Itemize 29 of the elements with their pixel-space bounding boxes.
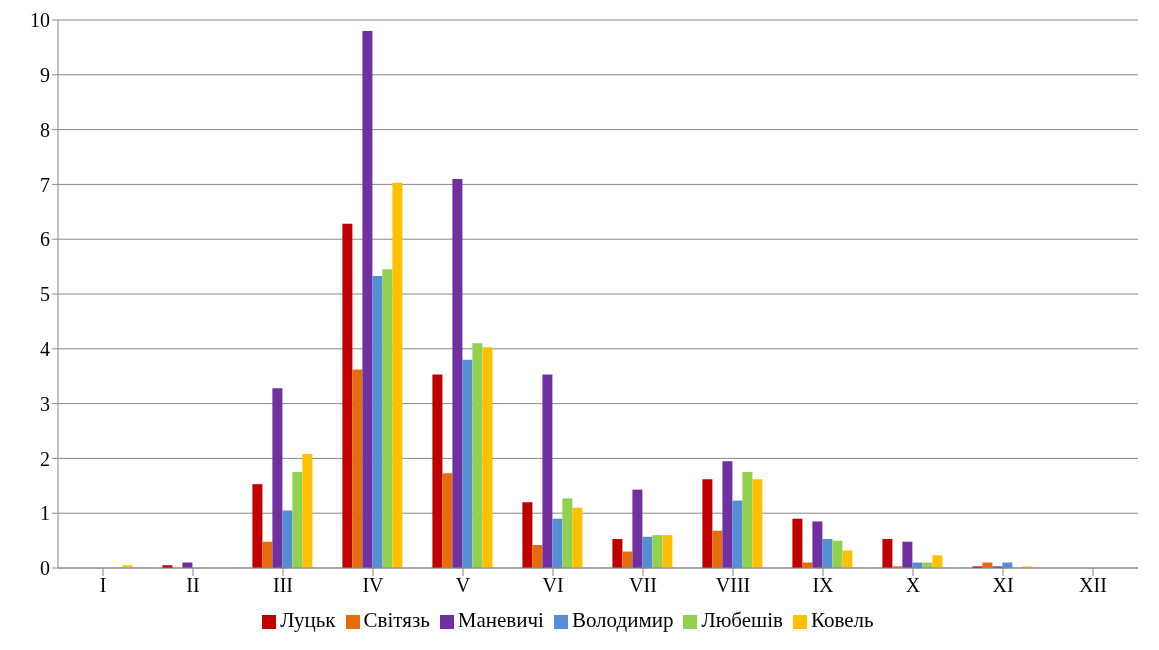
x-tick-label: XII [1079, 574, 1107, 597]
y-tick-label: 0 [40, 557, 50, 580]
y-tick-label: 7 [40, 173, 50, 196]
y-tick-label: 9 [40, 63, 50, 86]
y-tick-label: 10 [30, 9, 50, 32]
x-tick-label: III [273, 574, 293, 597]
x-tick-label: V [455, 574, 471, 597]
y-tick-label: 1 [40, 502, 50, 525]
y-tick-label: 3 [40, 392, 50, 415]
legend-label: Ковель [811, 608, 874, 632]
x-tick-label: IV [362, 574, 385, 597]
y-tick-label: 2 [40, 447, 50, 470]
y-tick-label: 4 [40, 337, 50, 360]
x-tick-label: II [186, 574, 200, 597]
x-tick-label: VII [629, 574, 657, 597]
legend-label: Любешів [701, 608, 784, 632]
x-tick-label: X [905, 574, 921, 597]
x-tick-label: I [99, 574, 107, 597]
x-tick-label: VI [542, 574, 564, 597]
legend-label: Луцьк [280, 608, 336, 632]
legend-label: Маневичі [457, 608, 544, 632]
legend-label: Володимир [571, 608, 674, 632]
legend-label: Світязь [363, 608, 430, 632]
x-tick-label: VIII [715, 574, 751, 597]
x-tick-label: IX [812, 574, 835, 597]
y-tick-label: 5 [40, 283, 50, 306]
x-tick-label: XI [992, 574, 1014, 597]
y-tick-label: 6 [40, 228, 50, 251]
y-tick-label: 8 [40, 118, 50, 141]
